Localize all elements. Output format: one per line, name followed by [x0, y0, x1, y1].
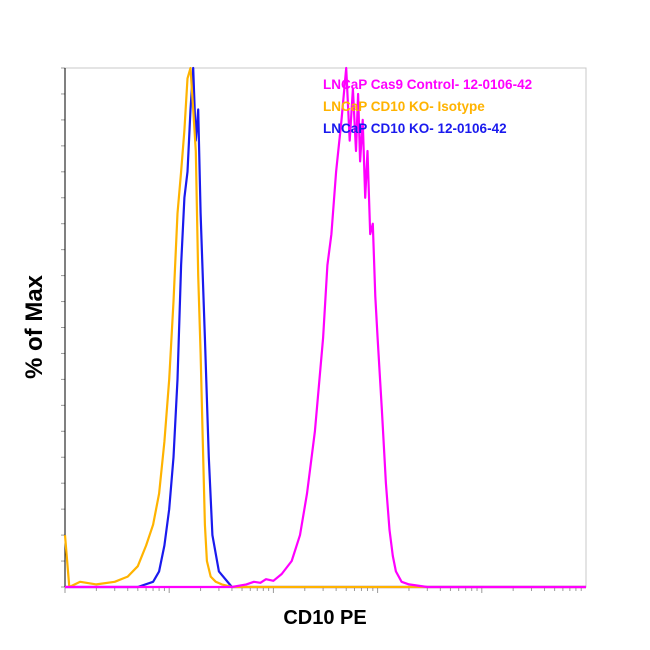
y-axis-ticks: [61, 67, 65, 588]
legend-entry: LNCaP CD10 KO- 12-0106-42: [323, 121, 507, 136]
y-axis-label: % of Max: [21, 274, 48, 379]
x-axis-label: CD10 PE: [283, 607, 366, 629]
series-line: [63, 66, 586, 589]
series-line: [65, 66, 586, 589]
plot-area-frame: [64, 67, 587, 588]
series-layer: [63, 66, 586, 589]
legend-entry: LNCaP Cas9 Control- 12-0106-42: [323, 77, 532, 92]
series-line: [65, 66, 586, 589]
legend-entry: LNCaP CD10 KO- Isotype: [323, 99, 485, 114]
legend: LNCaP Cas9 Control- 12-0106-42 LNCaP CD10…: [323, 77, 532, 136]
